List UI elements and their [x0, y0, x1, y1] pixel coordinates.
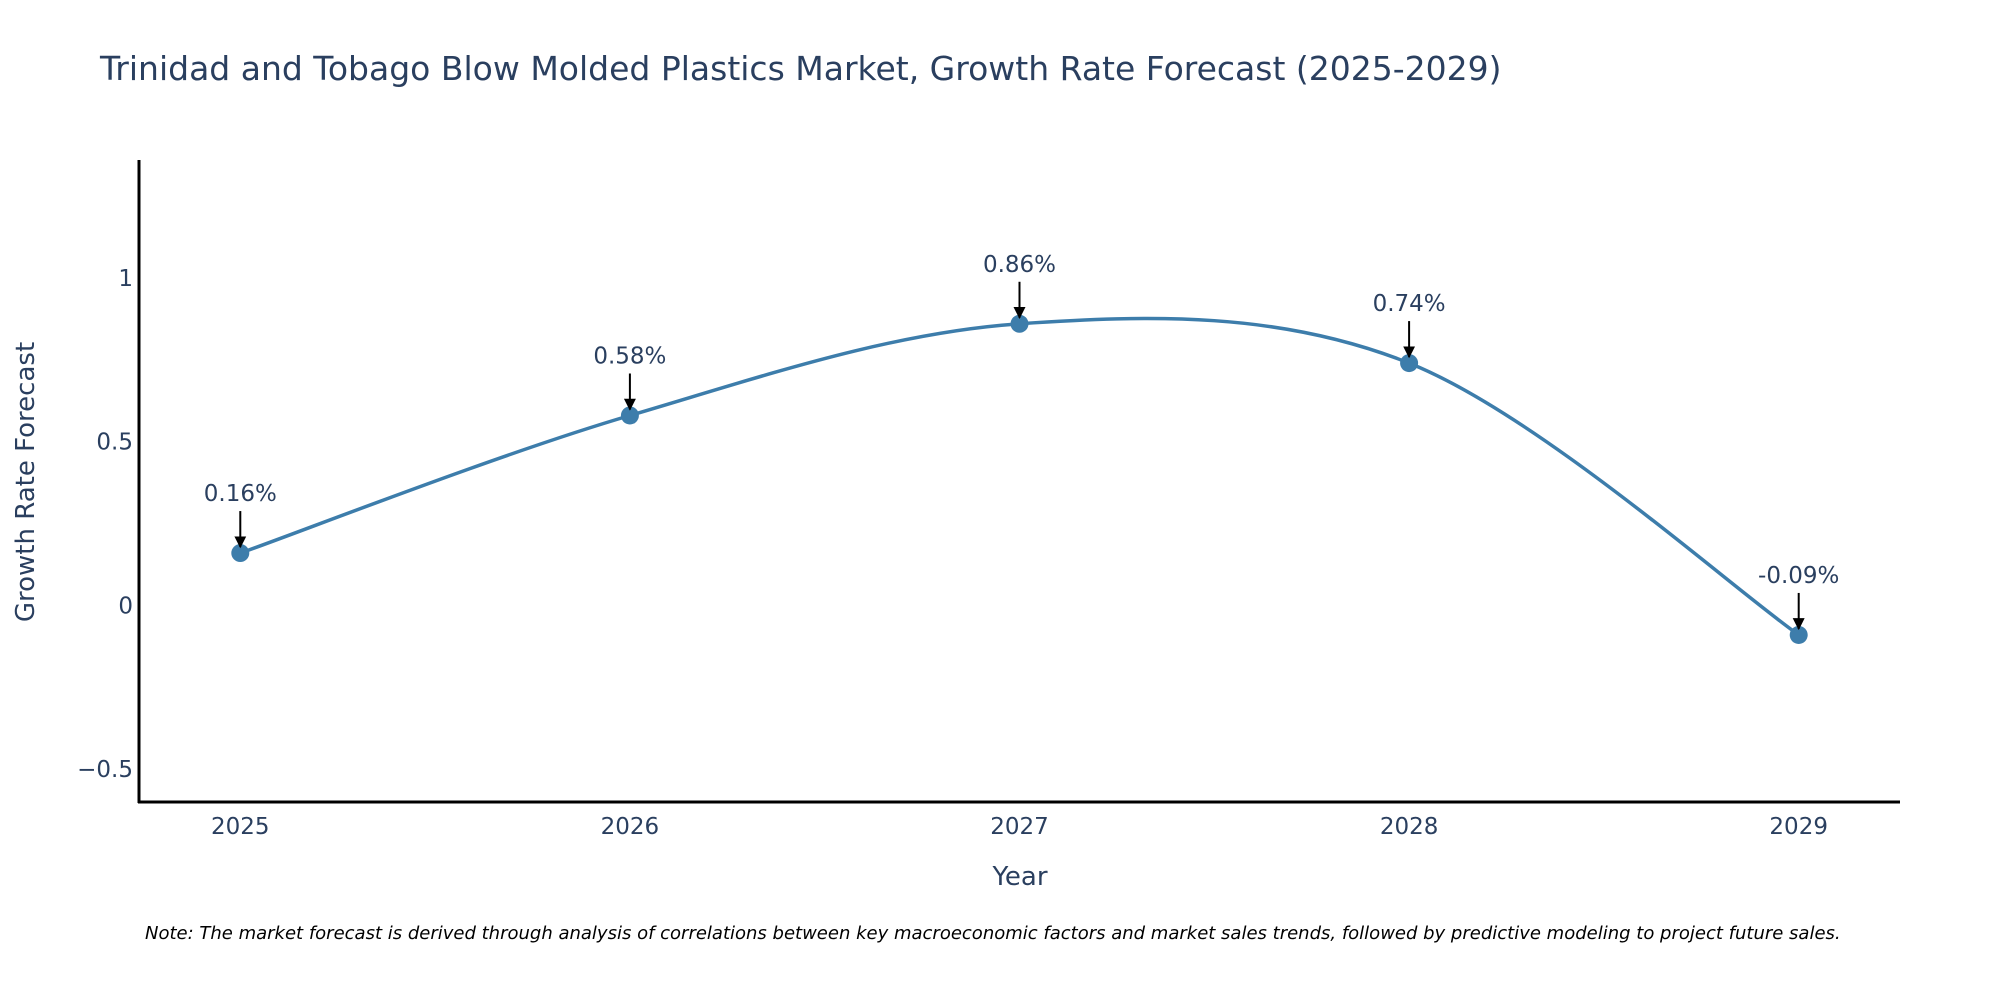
y-tick-label: 0.5: [96, 430, 133, 456]
y-tick-label: −0.5: [77, 757, 133, 783]
x-axis-title: Year: [991, 862, 1047, 892]
x-tick-label: 2027: [990, 814, 1049, 840]
y-axis-title: Growth Rate Forecast: [11, 342, 41, 622]
footnote: Note: The market forecast is derived thr…: [145, 923, 1841, 944]
data-annotations: 0.16% 0.58% 0.86% 0.74% -0.09%: [204, 252, 1839, 631]
data-point: [231, 544, 250, 563]
x-tick-label: 2029: [1769, 814, 1828, 840]
data-point: [1400, 354, 1419, 373]
series-line: [239, 316, 1800, 637]
y-tick-label: 1: [118, 266, 133, 292]
y-tick-label: 0: [118, 593, 133, 619]
data-label: 0.58%: [593, 343, 666, 369]
x-tick-label: 2028: [1380, 814, 1439, 840]
data-label: 0.16%: [204, 481, 277, 507]
data-point: [620, 406, 639, 425]
data-label: 0.74%: [1373, 291, 1446, 317]
x-tick-label: 2026: [601, 814, 660, 840]
data-point: [1010, 314, 1029, 333]
x-axis-ticks: 2025 2026 2027 2028 2029: [211, 814, 1828, 840]
data-label: 0.86%: [983, 252, 1056, 278]
data-label: -0.09%: [1758, 563, 1839, 589]
y-axis-ticks: −0.5 0 0.5 1: [77, 266, 133, 783]
x-tick-label: 2025: [211, 814, 270, 840]
chart-title: Trinidad and Tobago Blow Molded Plastics…: [99, 49, 1502, 88]
data-point: [1789, 625, 1808, 644]
data-markers: [231, 314, 1808, 644]
